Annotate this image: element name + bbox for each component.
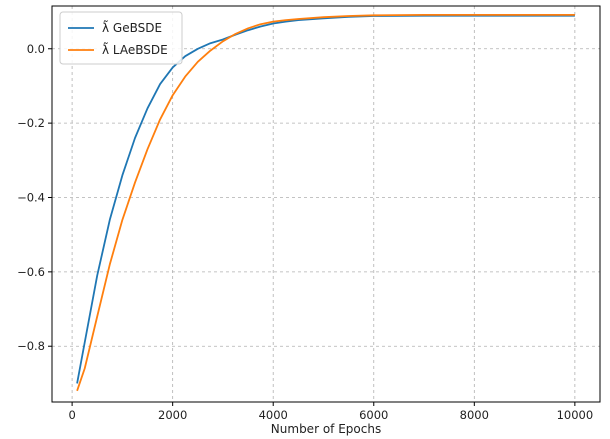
- x-tick-label: 10000: [557, 408, 594, 422]
- legend-label-0: λ̃ GeBSDE: [102, 20, 162, 35]
- x-axis-label: Number of Epochs: [271, 422, 381, 436]
- x-tick-label: 4000: [259, 408, 288, 422]
- plot-frame: [51, 5, 601, 403]
- series-lines: [76, 14, 575, 392]
- series-line-1: [76, 14, 575, 392]
- y-tick-label: −0.2: [17, 116, 45, 130]
- legend-box: [59, 11, 183, 65]
- x-tick-label: 6000: [359, 408, 388, 422]
- x-tick-label: 2000: [158, 408, 187, 422]
- y-axis-ticks: −0.8 −0.6 −0.4 −0.2 0.0: [17, 42, 52, 353]
- legend-label-1: λ̃ LAeBSDE: [102, 42, 168, 57]
- y-tick-label: −0.4: [17, 190, 45, 204]
- x-axis-ticks: 0 2000 4000 6000 8000 10000: [68, 402, 593, 422]
- legend: λ̃ GeBSDE λ̃ LAeBSDE: [59, 11, 183, 65]
- x-tick-label: 0: [68, 408, 75, 422]
- y-tick-label: 0.0: [27, 42, 45, 56]
- x-tick-label: 8000: [460, 408, 489, 422]
- y-tick-label: −0.8: [17, 339, 45, 353]
- y-tick-label: −0.6: [17, 265, 45, 279]
